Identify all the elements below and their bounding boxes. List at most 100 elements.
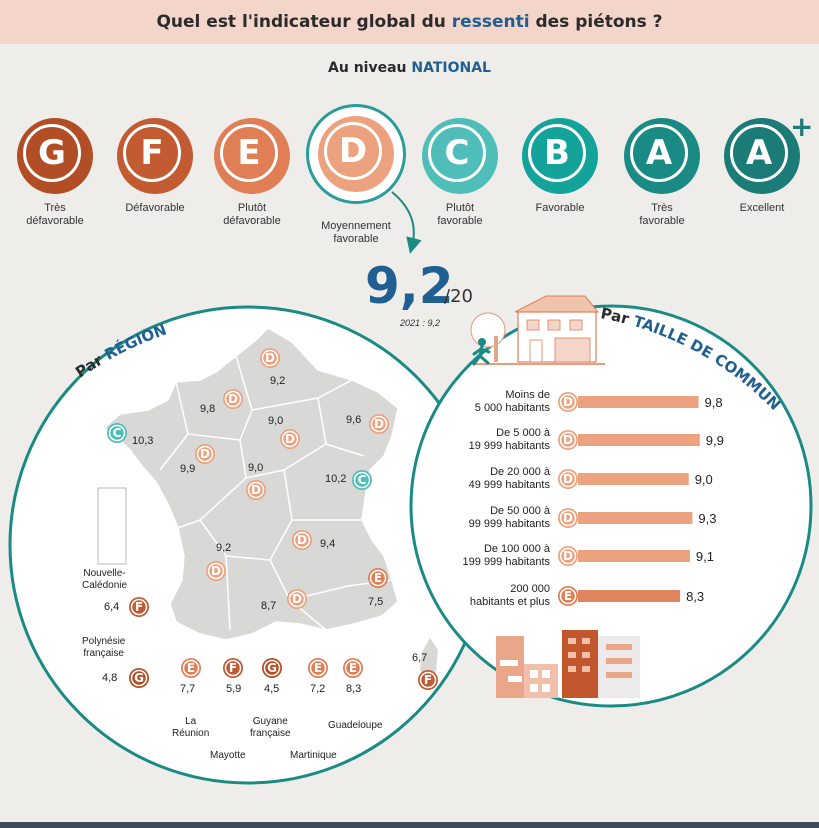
footer-bar [0, 822, 819, 828]
commune-bar [578, 434, 700, 446]
grade-label: Très défavorable [5, 202, 105, 228]
grade-disc-ring [281, 430, 299, 448]
grade-disc-letter: F [229, 661, 237, 675]
region-value: 9,2 [270, 375, 286, 387]
commune-category-label: Moins de 5 000 habitants [440, 389, 550, 415]
territory-value: 7,2 [310, 683, 326, 695]
territory-grade-disc: F [129, 597, 149, 617]
grade-letter: F [123, 124, 181, 182]
commune-bar [578, 550, 690, 562]
commune-category-line: 19 999 habitants [468, 440, 550, 452]
commune-category-line: 49 999 habitants [468, 479, 550, 491]
commune-grade-disc: D [558, 392, 578, 412]
region-grade-disc: D [195, 444, 215, 464]
grade-disc-ring [261, 349, 279, 367]
grade-label-line: favorable [437, 215, 483, 227]
region-grade-disc: D [260, 348, 280, 368]
grade-letter: A [730, 124, 788, 182]
grade-disc-letter: C [358, 473, 367, 487]
territory-name: Mayotte [210, 750, 246, 762]
commune-bar [578, 396, 699, 408]
grade-label-line: Plutôt [237, 202, 267, 214]
grade-disc-letter: E [349, 661, 357, 675]
grade-label: Moyennement favorable [306, 220, 406, 246]
national-label: Au niveau NATIONAL [328, 60, 491, 76]
grade-disc-letter: D [285, 432, 295, 446]
region-value: 10,3 [132, 435, 154, 447]
territory-value: 6,4 [104, 601, 120, 613]
grade-badge-f: F [117, 118, 193, 194]
region-grade-disc: C [352, 470, 372, 490]
grade-disc-letter: D [374, 417, 384, 431]
commune-grade-disc: D [558, 430, 578, 450]
caledonie-frame [97, 487, 127, 565]
grade-label-line: Moyennement [321, 220, 391, 232]
grade-disc-ring [182, 659, 200, 677]
grade-disc-ring [309, 659, 327, 677]
grade-disc-ring [353, 471, 371, 489]
grade-label: Plutôt défavorable [202, 202, 302, 228]
grade-label-line: défavorable [26, 215, 84, 227]
region-value: 9,9 [180, 463, 196, 475]
territory-grade-disc: E [343, 658, 363, 678]
region-value: 9,0 [248, 462, 264, 474]
region-grade-disc: F [418, 670, 438, 690]
region-grade-disc: E [368, 568, 388, 588]
commune-category-line: De 5 000 à [496, 427, 550, 439]
grade-disc-ring [108, 424, 126, 442]
territory-name: La Réunion [172, 716, 209, 740]
grade-label-line: Très [44, 202, 66, 214]
grade-disc-ring [369, 569, 387, 587]
grade-label-line: Favorable [535, 202, 585, 214]
grade-badge-c: C [422, 118, 498, 194]
grade-disc-letter: D [563, 472, 573, 486]
territory-name-line: Mayotte [210, 750, 246, 761]
house-illustration [470, 295, 605, 366]
territory-value: 4,5 [264, 683, 280, 695]
grade-disc-ring [559, 431, 577, 449]
territory-name: Polynésie française [82, 636, 125, 660]
commune-category-line: 99 999 habitants [468, 518, 550, 530]
grade-letter: B [528, 124, 586, 182]
grade-label-line: favorable [333, 233, 379, 245]
region-value: 9,8 [200, 403, 216, 415]
commune-category-label: 200 000 habitants et plus [440, 583, 550, 609]
grade-disc-letter: D [200, 447, 210, 461]
territory-value: 4,8 [102, 672, 118, 684]
region-grade-disc: D [292, 530, 312, 550]
region-grade-disc: D [280, 429, 300, 449]
commune-category-line: De 20 000 à [490, 466, 550, 478]
grade-disc-ring [370, 415, 388, 433]
grade-disc-ring [288, 590, 306, 608]
grade-letter: C [428, 124, 486, 182]
territory-name-line: Nouvelle- [83, 568, 126, 579]
grade-disc-ring [130, 669, 148, 687]
territory-value: 5,9 [226, 683, 242, 695]
grade-label: Plutôt favorable [410, 202, 510, 228]
commune-bar-value: 9,9 [705, 433, 724, 448]
grade-label-line: Plutôt [445, 202, 475, 214]
commune-category-line: habitants et plus [469, 596, 550, 608]
grade-disc-letter: D [251, 483, 261, 497]
commune-category-label: De 20 000 à 49 999 habitants [440, 466, 550, 492]
grade-label-line: Très [651, 202, 673, 214]
grade-disc-letter: D [563, 433, 573, 447]
region-value: 9,4 [320, 538, 336, 550]
commune-grade-disc: E [558, 586, 578, 606]
commune-category-label: De 50 000 à 99 999 habitants [440, 505, 550, 531]
grade-badge-e: E [214, 118, 290, 194]
region-grade-disc: D [287, 589, 307, 609]
grade-disc-letter: G [267, 661, 277, 675]
region-value: 9,6 [346, 414, 362, 426]
grade-disc-letter: D [563, 511, 573, 525]
territory-grade-disc: G [129, 668, 149, 688]
region-grade-disc: D [369, 414, 389, 434]
commune-grade-disc: D [558, 469, 578, 489]
territory-name-line: Réunion [172, 728, 210, 739]
territory-grade-disc: F [223, 658, 243, 678]
grade-disc-letter: G [134, 671, 144, 685]
grade-disc-letter: C [113, 426, 122, 440]
commune-category-label: De 100 000 à 199 999 habitants [440, 543, 550, 569]
grade-label: Favorable [510, 202, 610, 215]
